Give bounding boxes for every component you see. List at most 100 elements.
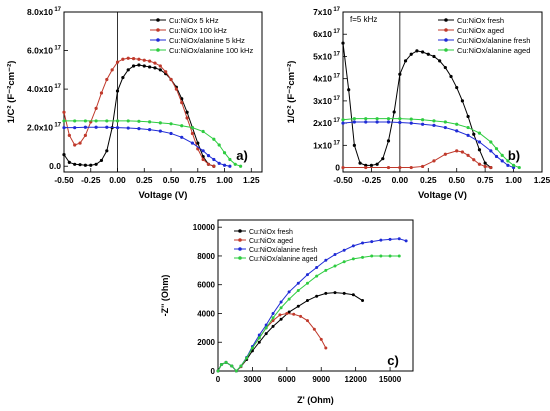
- data-point: [126, 56, 130, 60]
- data-point: [142, 58, 146, 62]
- data-point: [73, 143, 77, 147]
- legend-label: Cu:NiOx 5 kHz: [169, 16, 219, 25]
- x-tick-label: 0.75: [190, 175, 207, 185]
- legend-entry: Cu:NiOx/alanine aged: [234, 256, 318, 263]
- legend-entry: Cu:NiOx aged: [438, 26, 504, 35]
- y-axis-label: -Z'' (Ohm): [160, 275, 170, 317]
- y-tick-label: 5x10: [313, 51, 332, 61]
- data-point: [342, 291, 346, 295]
- series: [216, 311, 328, 373]
- data-point: [432, 54, 436, 59]
- legend-label: Cu:NiOx fresh: [457, 16, 504, 25]
- data-point: [347, 88, 351, 92]
- series: [341, 117, 521, 170]
- data-point: [483, 164, 487, 169]
- series: [62, 119, 243, 168]
- data-point: [351, 257, 355, 261]
- data-point: [455, 122, 459, 126]
- data-point: [426, 52, 430, 56]
- data-point: [511, 165, 516, 170]
- data-point: [352, 117, 356, 121]
- data-point: [169, 77, 173, 82]
- legend-entry: Cu:NiOx/alanine 100 kHz: [150, 46, 253, 55]
- data-point: [180, 135, 184, 139]
- panel-c: 0 3000 6000 9000 12000 15000 0 2000 4000 6000 8000…: [160, 219, 414, 405]
- x-tick-label: 1.00: [216, 175, 233, 185]
- x-tick-label: 12000: [345, 375, 368, 384]
- data-point: [398, 120, 402, 125]
- data-point: [67, 160, 71, 164]
- data-point: [137, 127, 141, 131]
- data-point: [299, 314, 303, 318]
- x-axis-label: Voltage (V): [418, 190, 467, 201]
- data-point: [506, 163, 510, 167]
- data-point: [398, 117, 402, 121]
- data-point: [94, 119, 98, 123]
- legend-swatch-marker: [238, 229, 242, 233]
- data-point: [105, 119, 109, 123]
- data-point: [169, 122, 173, 126]
- data-point: [115, 60, 120, 64]
- data-point: [341, 165, 345, 170]
- data-point: [228, 164, 232, 168]
- data-point: [73, 119, 77, 123]
- data-point: [89, 163, 93, 167]
- legend-swatch-marker: [156, 18, 160, 22]
- data-point: [279, 300, 283, 304]
- y-tick-exponent: 17: [333, 51, 340, 57]
- data-point: [264, 326, 268, 330]
- data-point: [364, 165, 368, 170]
- data-point: [148, 59, 152, 63]
- data-point: [324, 346, 328, 350]
- data-point: [190, 141, 195, 145]
- data-point: [443, 65, 447, 70]
- data-point: [421, 122, 425, 126]
- series-line: [342, 43, 492, 168]
- data-point: [386, 117, 391, 121]
- y-tick-label: 8000: [197, 252, 215, 261]
- data-point: [158, 64, 162, 68]
- data-point: [398, 165, 402, 170]
- data-point: [432, 119, 436, 123]
- legend-entry: Cu:NiOx 5 kHz: [150, 16, 219, 25]
- data-point: [264, 332, 268, 336]
- series: [216, 254, 401, 373]
- data-point: [432, 159, 436, 163]
- y-tick-exponent: 17: [333, 74, 340, 80]
- y-tick-exponent: 17: [333, 118, 340, 124]
- data-point: [494, 154, 499, 159]
- data-point: [148, 120, 152, 124]
- x-tick-label: -0.25: [362, 175, 382, 185]
- data-point: [126, 68, 130, 72]
- data-point: [333, 291, 337, 295]
- data-point: [121, 75, 125, 80]
- data-point: [494, 147, 499, 151]
- data-point: [153, 61, 157, 65]
- legend-label: Cu:NiOx/alanine fresh: [457, 36, 530, 45]
- data-point: [169, 131, 173, 136]
- data-point: [158, 129, 162, 133]
- series-line: [342, 121, 514, 169]
- data-point: [142, 64, 146, 68]
- data-point: [315, 265, 319, 269]
- data-point: [361, 299, 365, 303]
- legend-label: Cu:NiOx aged: [249, 238, 293, 245]
- data-point: [305, 299, 309, 303]
- data-point: [370, 254, 374, 258]
- data-point: [126, 119, 130, 123]
- data-point: [443, 152, 447, 156]
- data-point: [397, 237, 401, 241]
- legend-entry: Cu:NiOx aged: [234, 238, 293, 245]
- data-point: [324, 258, 328, 262]
- y-tick-exponent: 17: [54, 123, 61, 129]
- data-point: [62, 126, 66, 130]
- data-point: [409, 52, 413, 56]
- data-point: [369, 163, 374, 167]
- data-point: [206, 154, 211, 158]
- data-point: [158, 121, 162, 125]
- data-point: [67, 133, 71, 137]
- data-point: [105, 77, 109, 82]
- panel-a: -0.50 -0.25 0.00 0.25 0.50 0.75 1.00 1.25 0.0 2.0…: [6, 7, 263, 201]
- data-point: [477, 148, 482, 152]
